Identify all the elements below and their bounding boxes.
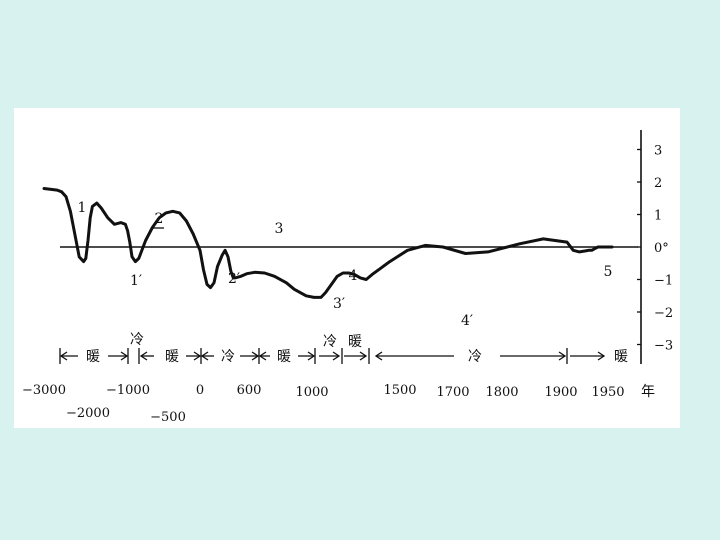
period-warm-1: 暖 — [86, 349, 100, 365]
x-tick-label: 1900 — [544, 385, 577, 400]
x-tick-label: 1000 — [295, 385, 328, 400]
period-arrow-head — [332, 351, 341, 361]
y-tick-label: −3 — [654, 339, 673, 354]
period-cold-1: 冷 — [130, 332, 144, 348]
y-tick-label: 2 — [654, 176, 662, 191]
y-tick-label: −2 — [654, 306, 673, 321]
x-tick-label: −3000 — [22, 383, 66, 398]
chart-figure: 3 2 1 0° −1 −2 −3 1 2 3 4 5 1′ 2′ 3′ 4′ 暖冷暖冷暖冷暖冷暖 −3000 −2… — [14, 108, 680, 428]
y-tick-label: 0° — [654, 241, 669, 256]
x-tick-label: 1950 — [591, 385, 624, 400]
period-arrow-head — [359, 351, 368, 361]
x-tick-label: 600 — [237, 383, 262, 398]
period-arrow-head — [597, 351, 606, 361]
x-tick-label: −2000 — [66, 406, 110, 421]
curve-label-2: 2 — [155, 211, 164, 227]
period-arrow-head — [558, 351, 567, 361]
curve-label-1: 1 — [78, 200, 87, 216]
period-warm-4: 暖 — [348, 334, 362, 350]
curve-label-4-prime: 4′ — [461, 313, 473, 329]
period-arrow-head — [251, 351, 260, 361]
period-arrow-head — [200, 351, 209, 361]
period-arrow-head — [307, 351, 316, 361]
x-tick-label: 1800 — [485, 385, 518, 400]
curve-label-3-prime: 3′ — [333, 296, 345, 312]
period-arrow-head — [120, 351, 129, 361]
curve-label-4: 4 — [349, 268, 358, 284]
temperature-chart: 3210°−1−2−31234 51′ 2′3′4′暖冷暖冷暖冷 暖冷 暖−3000−2… — [22, 130, 673, 425]
curve-label-3: 3 — [275, 221, 284, 237]
period-warm-5: 暖 — [614, 349, 628, 365]
period-warm-2: 暖 — [165, 349, 179, 365]
x-tick-label: −500 — [150, 410, 186, 425]
period-cold-2: 冷 — [221, 349, 235, 365]
y-tick-label: 1 — [654, 209, 662, 224]
curve-label-2-prime: 2′ — [228, 271, 240, 287]
period-cold-3: 冷 — [323, 334, 337, 350]
period-arrow-head — [139, 351, 148, 361]
period-warm-3: 暖 — [277, 349, 291, 365]
period-arrow-head — [59, 351, 68, 361]
y-tick-label: 3 — [654, 144, 662, 159]
x-tick-label: −1000 — [106, 383, 150, 398]
x-tick-label: 0 — [196, 383, 204, 398]
curve-label-1-prime: 1′ — [130, 273, 142, 289]
period-arrow-head — [258, 351, 267, 361]
period-arrow-head — [374, 351, 383, 361]
period-arrow-head — [193, 351, 202, 361]
x-axis-unit: 年 — [641, 384, 655, 400]
y-tick-label: −1 — [654, 274, 673, 289]
temperature-curve — [42, 187, 614, 299]
x-tick-label: 1500 — [383, 383, 416, 398]
period-cold-4: 冷 — [468, 349, 482, 365]
curve-label-5: 5 — [604, 264, 613, 280]
x-tick-label: 1700 — [436, 385, 469, 400]
